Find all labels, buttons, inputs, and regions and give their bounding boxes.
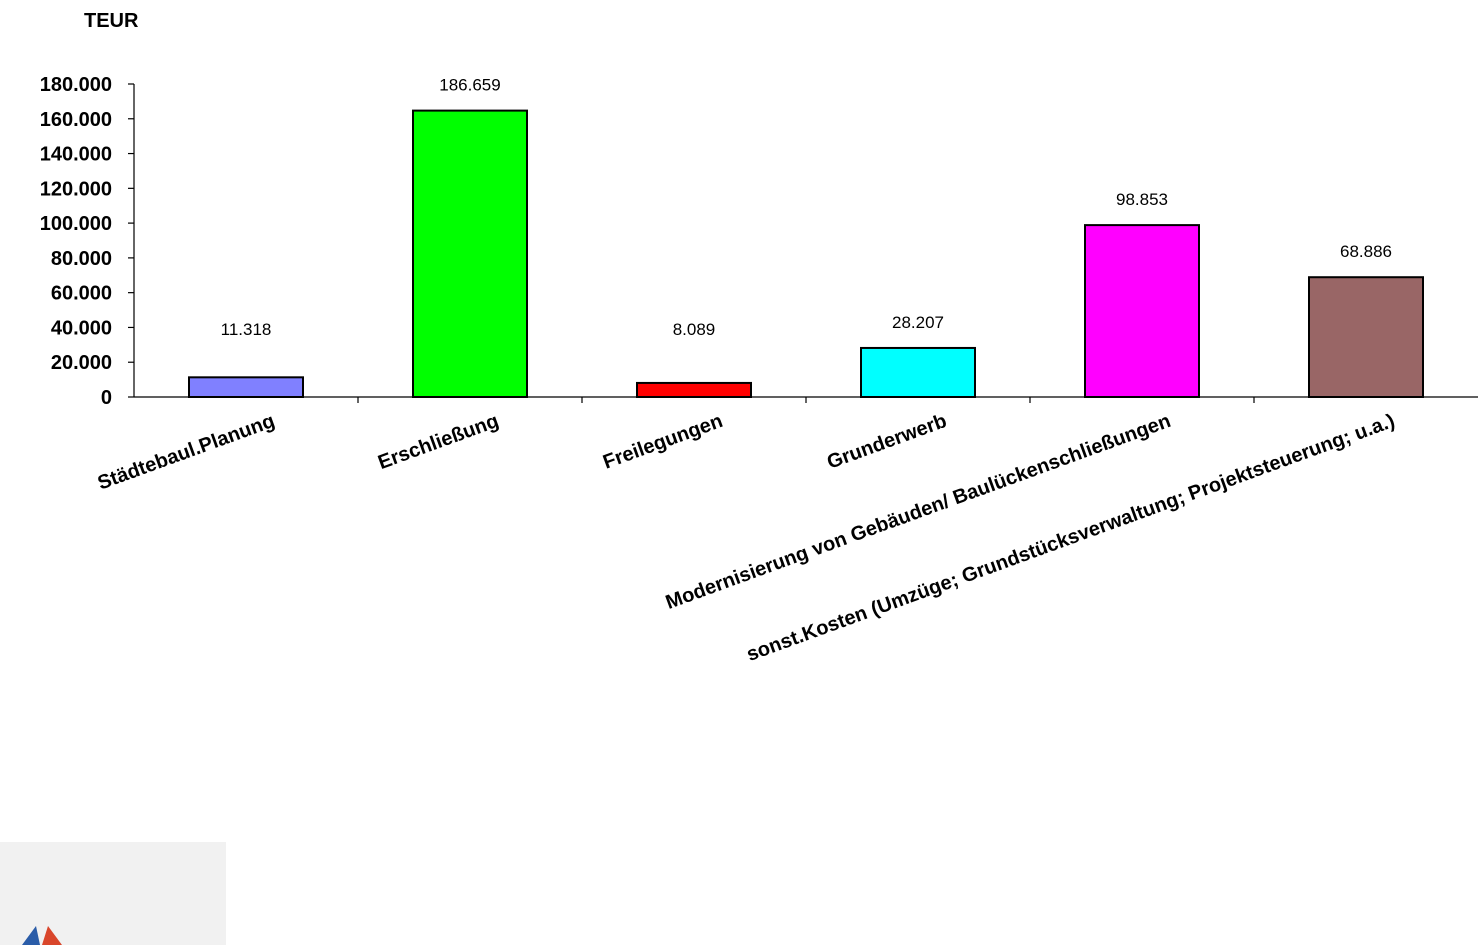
data-label: 186.659	[439, 76, 500, 95]
data-label: 28.207	[892, 313, 944, 332]
data-label: 68.886	[1340, 242, 1392, 261]
y-tick-label: 80.000	[51, 248, 112, 270]
bar	[412, 109, 528, 398]
bar	[1084, 224, 1200, 398]
y-tick-label: 100.000	[40, 213, 112, 235]
bar	[636, 381, 752, 398]
category-labels: Städtebaul.Planung Erschließung Freilegung…	[95, 410, 1398, 666]
bar	[188, 376, 304, 398]
y-tick-label: 40.000	[51, 317, 112, 339]
bar	[860, 346, 976, 399]
bars	[188, 109, 1424, 399]
y-tick-label: 140.000	[40, 144, 112, 166]
logo-mark	[22, 926, 62, 945]
x-axis	[134, 396, 1478, 403]
y-axis: 0 20.000 40.000 60.000 80.000 100.000 120.000 1…	[40, 74, 135, 409]
logo	[0, 842, 226, 945]
y-tick-label: 60.000	[51, 283, 112, 305]
bar	[1308, 276, 1424, 399]
data-label: 8.089	[673, 320, 716, 339]
category-label: Grunderwerb	[824, 410, 950, 474]
y-tick-label: 120.000	[40, 178, 112, 200]
y-tick-label: 0	[101, 387, 112, 409]
data-labels: 11.318 186.659 8.089 28.207 98.853 68.886	[221, 76, 1392, 339]
y-tick-label: 20.000	[51, 352, 112, 374]
category-label: Freilegungen	[600, 410, 726, 474]
category-label: Städtebaul.Planung	[95, 410, 278, 495]
unit-label: TEUR	[84, 10, 139, 32]
y-tick-label: 160.000	[40, 109, 112, 131]
y-tick-label: 180.000	[40, 74, 112, 96]
data-label: 11.318	[221, 320, 272, 339]
data-label: 98.853	[1116, 190, 1168, 209]
category-label: Erschließung	[375, 410, 502, 474]
